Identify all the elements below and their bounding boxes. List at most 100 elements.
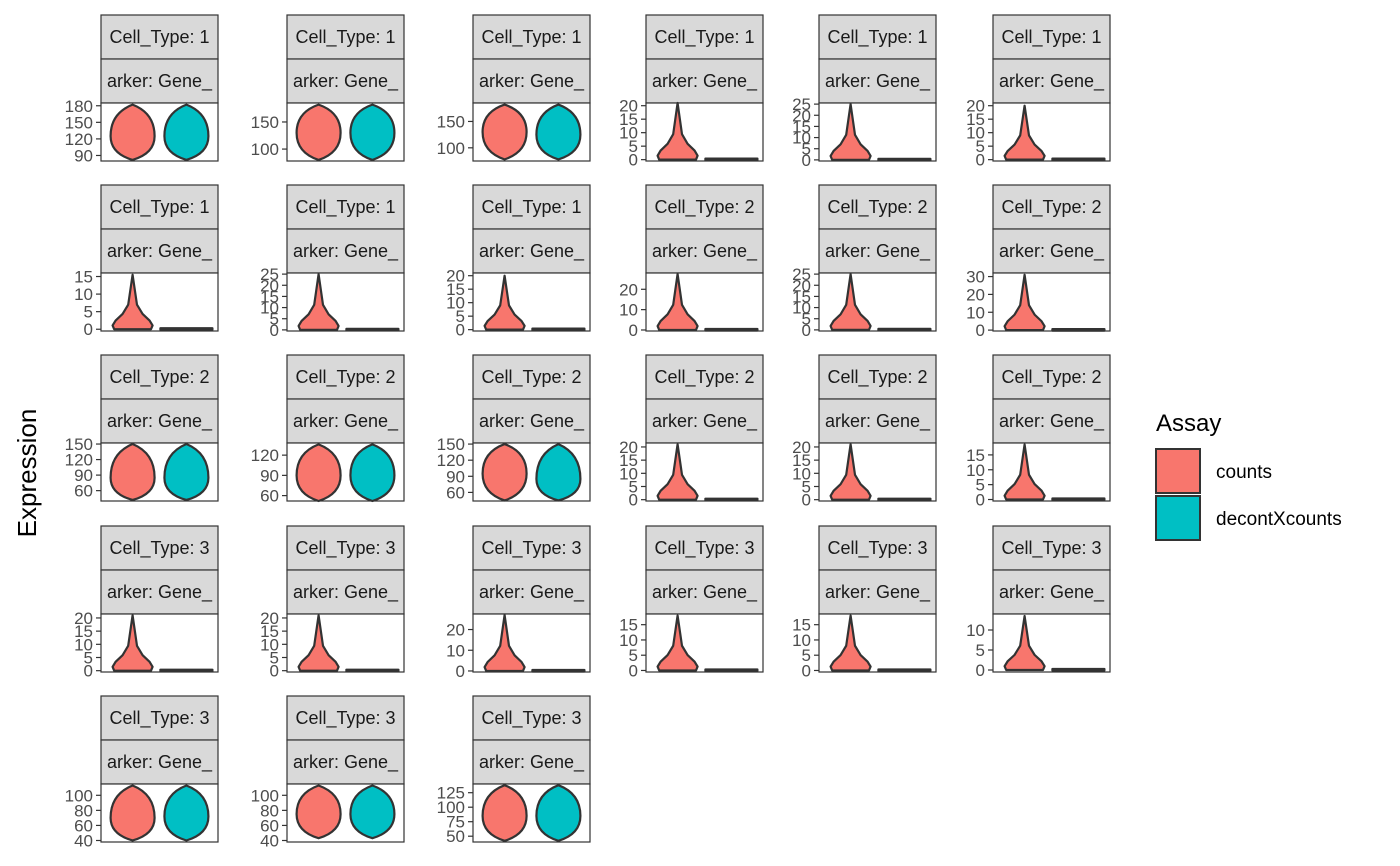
y-tick-label: 60 bbox=[74, 816, 93, 835]
y-tick-label: 0 bbox=[270, 321, 279, 340]
strip-marker bbox=[818, 569, 937, 615]
y-tick-label: 125 bbox=[437, 784, 465, 803]
strip-marker bbox=[472, 398, 591, 444]
strip-cell-type bbox=[286, 354, 405, 400]
strip-marker-label: arker: Gene_ bbox=[479, 71, 585, 92]
y-tick-label: 10 bbox=[966, 303, 985, 322]
y-tick-label: 80 bbox=[260, 801, 279, 820]
y-tick-label: 15 bbox=[260, 287, 279, 306]
y-tick-label: 60 bbox=[260, 487, 279, 506]
strip-marker-label: arker: Gene_ bbox=[999, 411, 1105, 432]
strip-cell-type bbox=[472, 695, 591, 741]
y-tick-label: 120 bbox=[437, 451, 465, 470]
strip-cell-type-label: Cell_Type: 1 bbox=[481, 197, 581, 218]
violin-counts bbox=[111, 273, 154, 331]
strip-marker-label: arker: Gene_ bbox=[293, 582, 399, 603]
legend-label-counts: counts bbox=[1216, 462, 1272, 483]
violin-counts bbox=[1003, 443, 1046, 501]
strip-cell-type-label: Cell_Type: 2 bbox=[654, 367, 754, 388]
y-tick-label: 0 bbox=[629, 151, 638, 170]
y-tick-label: 10 bbox=[966, 621, 985, 640]
y-tick-label: 100 bbox=[251, 140, 279, 159]
violin-counts bbox=[1003, 614, 1046, 672]
strip-cell-type bbox=[818, 14, 937, 60]
strip-marker bbox=[100, 58, 219, 104]
strip-cell-type-label: Cell_Type: 1 bbox=[109, 197, 209, 218]
strip-marker bbox=[100, 228, 219, 274]
violin-decontxcounts bbox=[877, 157, 932, 162]
violin-counts bbox=[111, 614, 154, 672]
violin-decontxcounts bbox=[704, 327, 759, 332]
y-tick-label: 10 bbox=[260, 635, 279, 654]
strip-cell-type-label: Cell_Type: 1 bbox=[295, 27, 395, 48]
y-tick-label: 60 bbox=[74, 482, 93, 501]
strip-cell-type-label: Cell_Type: 2 bbox=[295, 367, 395, 388]
strip-cell-type-label: Cell_Type: 1 bbox=[827, 27, 927, 48]
y-tick-label: 150 bbox=[437, 112, 465, 131]
strip-cell-type-label: Cell_Type: 1 bbox=[481, 27, 581, 48]
y-axis-label: Expression bbox=[12, 409, 42, 538]
y-tick-label: 5 bbox=[629, 137, 638, 156]
violin-counts bbox=[297, 273, 340, 331]
strip-marker bbox=[286, 58, 405, 104]
violin-counts bbox=[1003, 273, 1046, 332]
violin-counts bbox=[295, 784, 342, 840]
y-tick-label: 0 bbox=[84, 662, 93, 681]
y-tick-label: 15 bbox=[260, 622, 279, 641]
strip-marker bbox=[992, 228, 1111, 274]
y-tick-label: 0 bbox=[270, 662, 279, 681]
strip-cell-type bbox=[645, 525, 764, 571]
facet-panel: Cell_Type: 1 arker: Gene_ 100 150 bbox=[437, 14, 591, 162]
y-tick-label: 0 bbox=[802, 321, 811, 340]
y-tick-label: 5 bbox=[629, 478, 638, 497]
y-tick-label: 15 bbox=[966, 446, 985, 465]
strip-cell-type-label: Cell_Type: 3 bbox=[295, 708, 395, 729]
violin-counts bbox=[656, 614, 699, 672]
facet-panel: Cell_Type: 1 arker: Gene_ 100 150 bbox=[251, 14, 405, 162]
y-tick-label: 10 bbox=[792, 464, 811, 483]
y-tick-label: 20 bbox=[74, 609, 93, 628]
strip-marker-label: arker: Gene_ bbox=[107, 582, 213, 603]
y-tick-label: 10 bbox=[619, 464, 638, 483]
y-tick-label: 90 bbox=[74, 146, 93, 165]
violin-counts bbox=[829, 443, 872, 501]
violin-counts bbox=[483, 274, 526, 331]
strip-cell-type bbox=[818, 525, 937, 571]
violin-decontxcounts bbox=[704, 157, 759, 162]
violin-decontxcounts bbox=[159, 327, 214, 331]
violin-decontxcounts bbox=[349, 103, 396, 162]
violin-decontxcounts bbox=[345, 668, 400, 673]
strip-marker-label: arker: Gene_ bbox=[652, 71, 758, 92]
strip-cell-type-label: Cell_Type: 2 bbox=[827, 197, 927, 218]
y-tick-label: 15 bbox=[792, 451, 811, 470]
violin-counts bbox=[656, 101, 699, 161]
y-tick-label: 15 bbox=[966, 110, 985, 129]
y-tick-label: 15 bbox=[792, 616, 811, 635]
y-tick-label: 5 bbox=[629, 646, 638, 665]
violin-counts bbox=[829, 273, 872, 331]
strip-marker-label: arker: Gene_ bbox=[999, 582, 1105, 603]
y-tick-label: 0 bbox=[976, 491, 985, 510]
strip-cell-type-label: Cell_Type: 3 bbox=[827, 538, 927, 559]
strip-cell-type bbox=[472, 354, 591, 400]
y-tick-label: 10 bbox=[74, 285, 93, 304]
facet-panel: Cell_Type: 2 arker: Gene_ 010 20 bbox=[619, 184, 764, 340]
y-tick-label: 5 bbox=[802, 140, 811, 159]
y-tick-label: 20 bbox=[619, 97, 638, 116]
violin-counts bbox=[297, 614, 340, 672]
violin-counts bbox=[481, 784, 528, 842]
y-tick-label: 0 bbox=[802, 661, 811, 680]
y-tick-label: 20 bbox=[446, 267, 465, 286]
y-tick-label: 10 bbox=[792, 631, 811, 650]
violin-decontxcounts bbox=[535, 784, 582, 842]
